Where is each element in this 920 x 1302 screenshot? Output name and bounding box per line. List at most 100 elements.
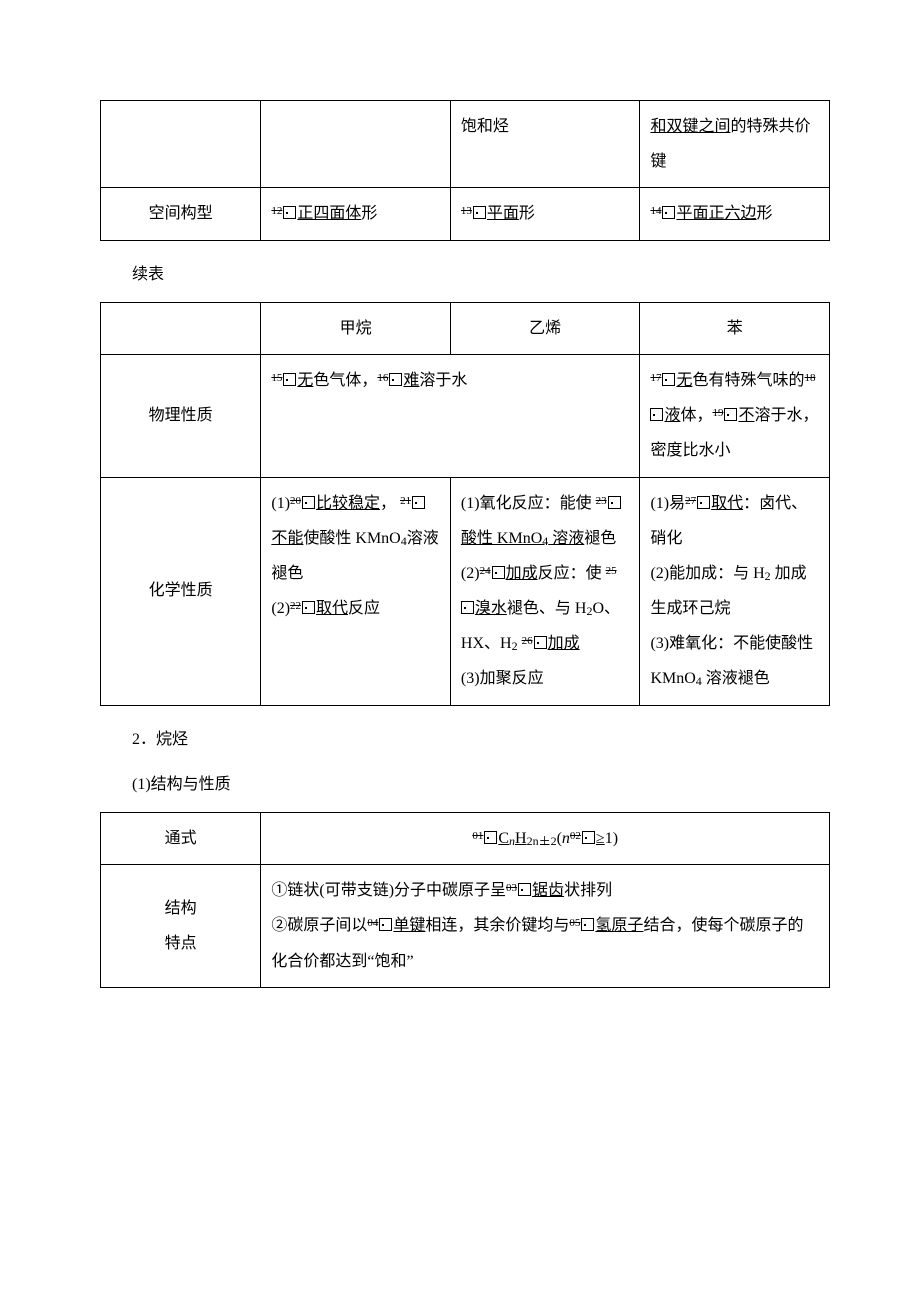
text: (1)易 [650,495,685,512]
text: 体， [680,407,712,424]
subscript: 2 [512,639,518,653]
section-subtitle: (1)结构与性质 [100,767,830,802]
text-underlined: 比较稳定 [316,495,380,512]
cell-header: 乙烯 [450,302,640,354]
reference-number: 23 [596,495,607,507]
cell: 14平面正六边形 [640,188,830,240]
text: (2) [271,600,290,617]
checkbox-icon [518,883,531,896]
checkbox-icon [379,918,392,931]
text: 甲烷 [340,320,372,337]
text: 酸性 KMnO [461,530,542,547]
table-row: 通式 01CnH2n＋2(n02≥1) [101,813,830,865]
table-structure-fragment: 饱和烃 和双键之间的特殊共价键 空间构型 12正四面体形 13平面形 14平面正… [100,100,830,241]
text-underlined: 氢原子 [595,917,643,934]
checkbox-icon [608,496,621,509]
text: 1) [605,830,618,847]
text: 形 [361,205,377,222]
table-row: 空间构型 12正四面体形 13平面形 14平面正六边形 [101,188,830,240]
subscript: 2n＋2 [527,834,557,848]
cell: 12 正四面体形 [261,188,451,240]
text: 饱和烃 [461,118,509,135]
text: 色有特殊气味的 [692,372,804,389]
checkbox-icon [650,408,663,421]
checkbox-icon [283,373,296,386]
text-underlined: 无 [676,372,692,389]
text: H [515,830,527,847]
cell-empty [101,101,261,188]
text: 状排列 [564,882,612,899]
text: 溶液褪色 [702,670,770,687]
table-row: 物理性质 15无色气体，16难溶于水 17无色有特殊气味的18液体，19不溶于水… [101,354,830,477]
text: ②碳原子间以 [271,917,367,934]
checkbox-icon [302,601,315,614]
text-underlined: 无 [297,372,313,389]
cell-empty [261,101,451,188]
text: 通式 [165,830,197,847]
table-row: 结构 特点 ①链状(可带支链)分子中碳原子呈03锯齿状排列 ②碳原子间以04单键… [101,865,830,988]
cell: 01CnH2n＋2(n02≥1) [261,813,830,865]
text: 结构 [165,900,197,917]
reference-number: 18 [804,372,815,384]
text: ， [380,495,396,512]
table-row: 化学性质 (1)20比较稳定， 21不能使酸性 KMnO4溶液褪色 (2)22取… [101,477,830,705]
text-underlined: 正四面体 [297,205,361,222]
reference-number: 16 [377,372,388,384]
text: 苯 [727,320,743,337]
text-underlined: 难 [403,372,419,389]
checkbox-icon [484,831,497,844]
text: 空间构型 [149,205,213,222]
text: 物理性质 [149,407,213,424]
text: (2) [461,565,480,582]
reference-number: 12 [271,205,282,217]
cell: (1)易27取代：卤代、硝化 (2)能加成：与 H2 加成生成环己烷 (3)难氧… [640,477,830,705]
checkbox-icon [662,373,675,386]
text: 溶于水 [419,372,467,389]
text: (1) [271,495,290,512]
text-underlined: 酸性 KMnO4 溶液 [461,530,584,547]
table-properties: 甲烷 乙烯 苯 物理性质 15无色气体，16难溶于水 17无色有特殊气味的18液… [100,302,830,706]
text: ①链状(可带支链)分子中碳原子呈 [271,882,506,899]
reference-number: 26 [522,635,533,647]
reference-number: 15 [271,372,282,384]
text: 特点 [165,935,197,952]
text-underlined: 加成 [506,565,538,582]
cell-header: 甲烷 [261,302,451,354]
text-underlined: 平面正六边 [676,205,756,222]
text-underlined: ≥ [596,830,605,847]
checkbox-icon [389,373,402,386]
checkbox-icon [697,496,710,509]
cell: ①链状(可带支链)分子中碳原子呈03锯齿状排列 ②碳原子间以04单键相连，其余价… [261,865,830,988]
checkbox-icon [534,636,547,649]
section-title: 2．烷烃 [100,722,830,757]
text: (2)能加成：与 H [650,565,764,582]
cell: 和双键之间的特殊共价键 [640,101,830,188]
reference-number: 20 [290,495,301,507]
text: (3)加聚反应 [461,670,544,687]
reference-number: 27 [685,495,696,507]
text: 化学性质 [149,582,213,599]
cell: (1)氧化反应：能使 23酸性 KMnO4 溶液褪色 (2)24加成反应：使 2… [450,477,640,705]
text-underlined: 不能 [271,530,303,547]
cell: 饱和烃 [450,101,640,188]
text-underlined: 取代 [711,495,743,512]
checkbox-icon [492,566,505,579]
text: 使酸性 KMnO [303,530,400,547]
text-underlined: 加成 [548,635,580,652]
text: 相连，其余价键均与 [425,917,569,934]
reference-number: 21 [400,495,411,507]
checkbox-icon [302,496,315,509]
checkbox-icon [662,206,675,219]
text-underlined: 不 [738,407,754,424]
reference-number: 13 [461,205,472,217]
text-underlined: CnH2n＋2 [498,830,556,847]
text: 乙烯 [529,320,561,337]
cell-rowlabel: 通式 [101,813,261,865]
text-underlined: 溴水 [475,600,507,617]
text-underlined: 液 [664,407,680,424]
text: 形 [519,205,535,222]
checkbox-icon [724,408,737,421]
cell-empty [101,302,261,354]
text-underlined: 取代 [316,600,348,617]
checkbox-icon [283,206,296,219]
